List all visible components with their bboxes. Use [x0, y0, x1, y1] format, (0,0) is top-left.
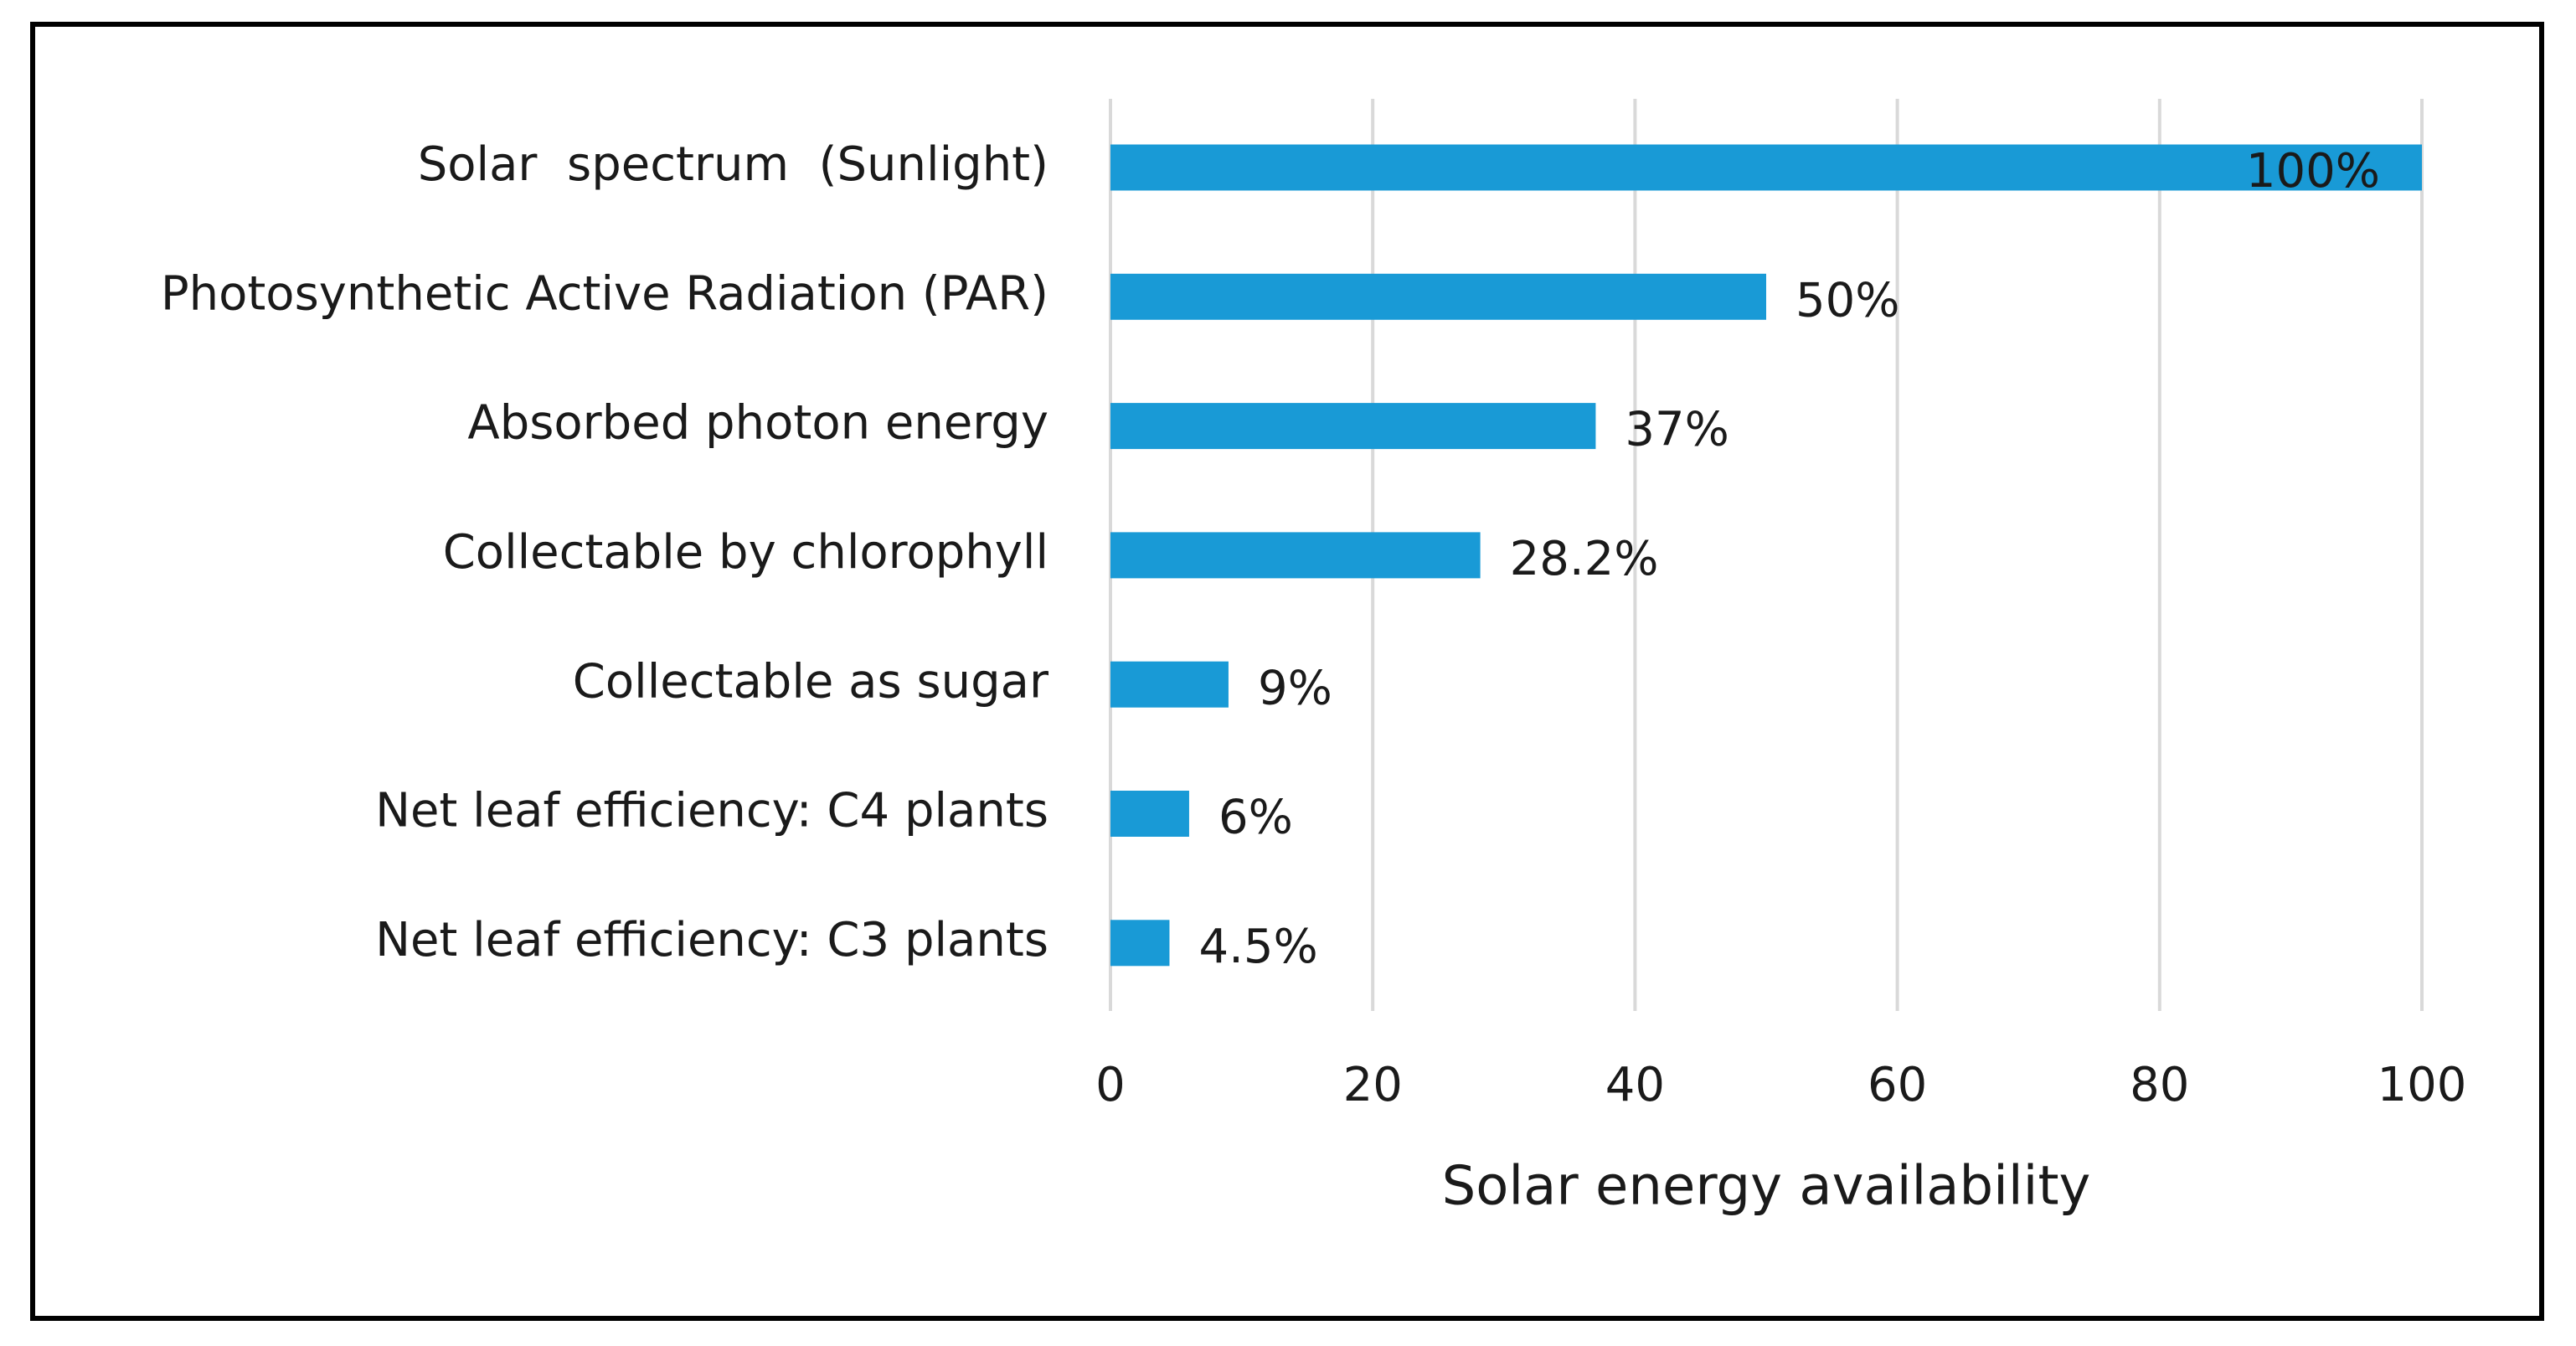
value-label: 9% [1258, 661, 1332, 715]
x-tick-label: 40 [1605, 1058, 1665, 1112]
bar [1110, 791, 1189, 837]
x-tick-label: 60 [1868, 1058, 1927, 1112]
bar [1110, 403, 1596, 450]
value-label: 100% [2246, 144, 2380, 199]
bar [1110, 920, 1170, 967]
y-tick-label: Net leaf efficiency: C3 plants [375, 913, 1048, 967]
x-axis-title: Solar energy availability [1442, 1156, 2091, 1218]
value-label: 28.2% [1510, 532, 1659, 586]
frame [30, 22, 2544, 1321]
bar [1110, 532, 1481, 579]
x-tick-label: 80 [2130, 1058, 2189, 1112]
value-label: 4.5% [1198, 920, 1317, 974]
x-tick-label: 100 [2378, 1058, 2467, 1112]
x-tick-label: 0 [1095, 1058, 1126, 1112]
bar [1110, 661, 1229, 708]
bar [1110, 273, 1766, 320]
bar [1110, 144, 2422, 191]
y-tick-label: Collectable as sugar [573, 654, 1049, 709]
value-label: 50% [1795, 273, 1899, 327]
y-tick-label: Absorbed photon energy [467, 396, 1048, 451]
y-tick-label: Net leaf efficiency: C4 plants [375, 784, 1048, 838]
y-tick-label: Solar spectrum (Sunlight) [418, 137, 1048, 192]
value-label: 37% [1625, 403, 1728, 457]
y-tick-label: Photosynthetic Active Radiation (PAR) [161, 266, 1048, 321]
y-tick-label: Collectable by chlorophyll [443, 525, 1048, 580]
value-label: 6% [1218, 791, 1293, 845]
x-tick-label: 20 [1343, 1058, 1403, 1112]
